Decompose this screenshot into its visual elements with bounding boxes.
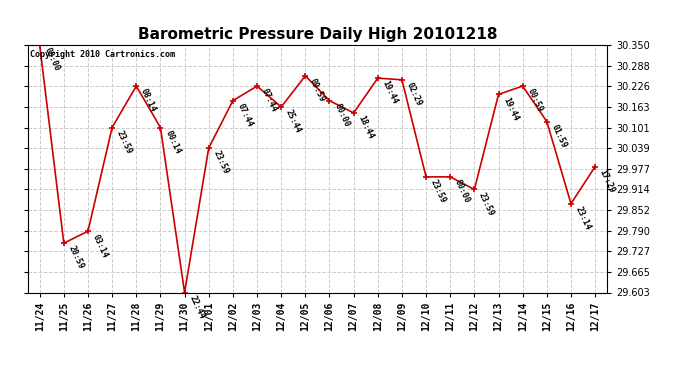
Text: 25:44: 25:44 <box>284 108 303 135</box>
Text: 22:44: 22:44 <box>188 294 206 320</box>
Text: 00:59: 00:59 <box>526 87 544 114</box>
Text: 00:00: 00:00 <box>333 102 351 129</box>
Text: 09:59: 09:59 <box>308 77 327 104</box>
Text: 07:44: 07:44 <box>236 102 255 129</box>
Text: 08:14: 08:14 <box>139 87 158 114</box>
Text: 23:59: 23:59 <box>115 129 134 155</box>
Text: 20:59: 20:59 <box>67 244 86 271</box>
Text: 19:44: 19:44 <box>502 96 520 122</box>
Text: 00:14: 00:14 <box>164 129 182 155</box>
Text: 18:44: 18:44 <box>357 114 375 141</box>
Text: 07:44: 07:44 <box>260 87 279 114</box>
Text: 00:00: 00:00 <box>453 178 472 205</box>
Text: 17:29: 17:29 <box>598 168 617 195</box>
Text: 03:14: 03:14 <box>91 232 110 259</box>
Text: 00:00: 00:00 <box>43 46 61 73</box>
Text: 01:59: 01:59 <box>550 123 569 149</box>
Text: 23:59: 23:59 <box>212 149 230 176</box>
Text: 23:14: 23:14 <box>574 205 593 231</box>
Title: Barometric Pressure Daily High 20101218: Barometric Pressure Daily High 20101218 <box>137 27 497 42</box>
Text: 23:59: 23:59 <box>429 178 448 205</box>
Text: 02:29: 02:29 <box>405 81 424 108</box>
Text: 19:44: 19:44 <box>381 80 400 106</box>
Text: 23:59: 23:59 <box>477 191 496 217</box>
Text: Copyright 2010 Cartronics.com: Copyright 2010 Cartronics.com <box>30 50 175 59</box>
